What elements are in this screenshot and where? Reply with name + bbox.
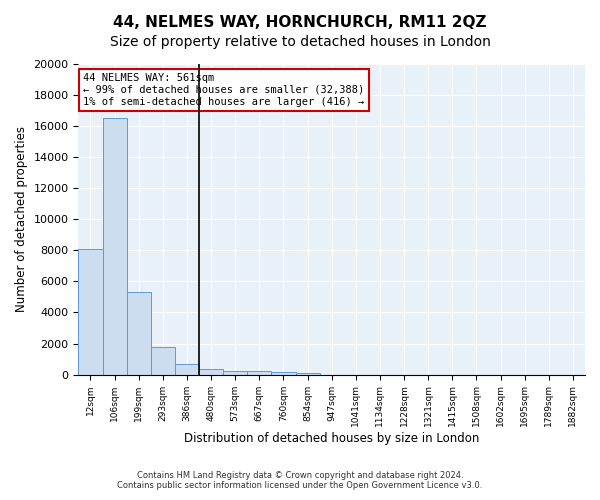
Bar [247,372,271,374]
Bar [271,372,296,374]
Bar [175,364,199,374]
Bar [199,370,223,374]
Bar [296,373,320,374]
Y-axis label: Number of detached properties: Number of detached properties [15,126,28,312]
Bar [151,348,175,374]
Text: Contains HM Land Registry data © Crown copyright and database right 2024.
Contai: Contains HM Land Registry data © Crown c… [118,470,482,490]
Bar [223,370,247,374]
X-axis label: Distribution of detached houses by size in London: Distribution of detached houses by size … [184,432,479,445]
Bar [103,118,127,374]
Text: 44 NELMES WAY: 561sqm
← 99% of detached houses are smaller (32,388)
1% of semi-d: 44 NELMES WAY: 561sqm ← 99% of detached … [83,74,365,106]
Bar [79,249,103,374]
Bar [127,292,151,374]
Text: 44, NELMES WAY, HORNCHURCH, RM11 2QZ: 44, NELMES WAY, HORNCHURCH, RM11 2QZ [113,15,487,30]
Text: Size of property relative to detached houses in London: Size of property relative to detached ho… [110,35,490,49]
